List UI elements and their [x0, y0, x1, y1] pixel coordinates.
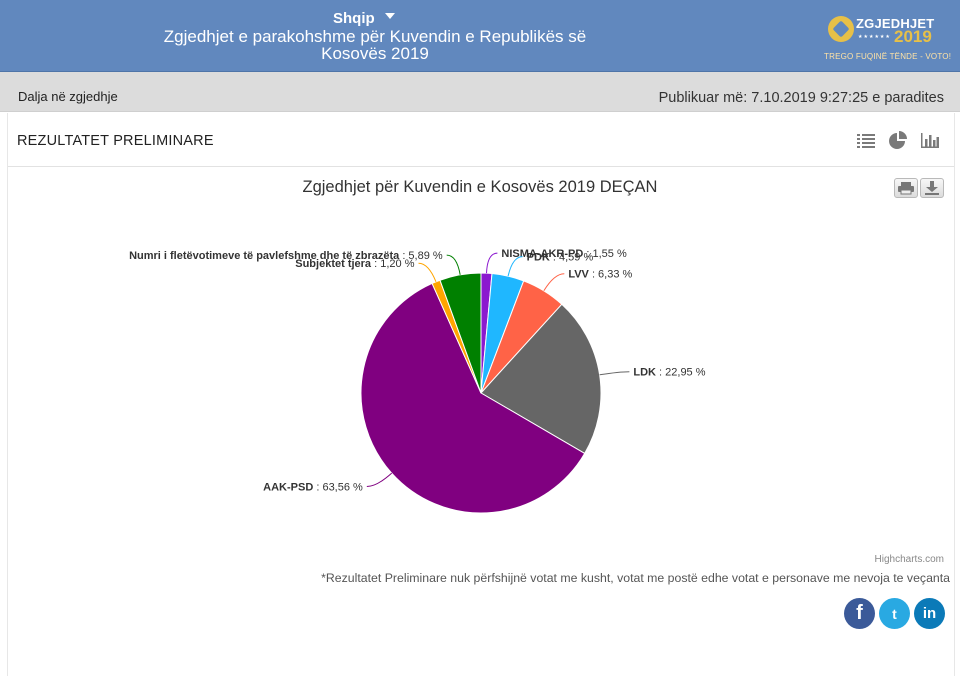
page-title: Zgjedhjet e parakohshme për Kuvendin e R…: [125, 28, 625, 62]
logo-slogan: TREGO FUQINË TËNDE - VOTO!: [824, 52, 952, 61]
emblem-icon: [828, 16, 854, 42]
panel-border-right: [954, 113, 955, 676]
page-title-line2: Kosovës 2019: [321, 44, 429, 63]
pie-label-name-6: Numri i fletëvotimeve të pavlefshme dhe …: [129, 250, 400, 262]
pie-label-value-1: : 4,59 %: [550, 252, 594, 264]
pie-label-name-2: LVV: [568, 269, 589, 281]
pie-label-value-0: : 1,55 %: [583, 248, 627, 260]
download-icon: [925, 181, 939, 195]
highcharts-credits[interactable]: Highcharts.com: [874, 554, 944, 565]
view-switcher: [856, 131, 940, 149]
list-icon[interactable]: [856, 131, 876, 149]
print-button[interactable]: [894, 178, 918, 198]
social-share: f t in: [844, 598, 945, 629]
pie-label-name-4: AAK-PSD: [263, 482, 313, 494]
pie-connector-2: [543, 273, 565, 292]
pie-connector-0: [486, 252, 498, 274]
pie-label-name-0: NISMA-AKR-PD: [501, 248, 583, 260]
pie-label-value-4: : 63,56 %: [313, 482, 363, 494]
header: Shqip Zgjedhjet e parakohshme për Kuvend…: [0, 0, 960, 72]
pie-label-name-5: Subjektet tjera: [295, 258, 372, 270]
pie-chart-icon[interactable]: [888, 131, 908, 149]
twitter-icon[interactable]: t: [879, 598, 910, 629]
pie-label-value-6: : 5,89 %: [399, 250, 443, 262]
chart-title: Zgjedhjet për Kuvendin e Kosovës 2019 DE…: [302, 178, 658, 196]
facebook-icon[interactable]: f: [844, 598, 875, 629]
language-selector[interactable]: Shqip: [333, 10, 395, 27]
pie-connector-1: [507, 256, 523, 277]
panel-title: REZULTATET PRELIMINARE: [17, 133, 214, 149]
page-title-line1: Zgjedhjet e parakohshme për Kuvendin e R…: [163, 27, 587, 46]
pie-label-1: PDK : 4,59 %: [527, 252, 594, 264]
logo-word: ZGJEDHJET: [856, 16, 935, 31]
pie-connector-4: [366, 472, 393, 488]
chevron-down-icon: [384, 12, 395, 19]
panel-border-left: [7, 113, 8, 676]
footnote: *Rezultatet Preliminare nuk përfshijnë v…: [321, 571, 950, 585]
pie-label-name-1: PDK: [527, 252, 550, 264]
pie-label-value-2: : 6,33 %: [589, 269, 633, 281]
pie-label-2: LVV : 6,33 %: [568, 269, 632, 281]
pie-label-6: Numri i fletëvotimeve të pavlefshme dhe …: [129, 250, 443, 262]
bar-chart-icon[interactable]: [920, 131, 940, 149]
pie-connector-3: [599, 371, 630, 376]
pie-slice-6[interactable]: [439, 272, 482, 394]
pie-label-5: Subjektet tjera : 1,20 %: [295, 258, 414, 270]
published-timestamp: Publikuar më: 7.10.2019 9:27:25 e paradi…: [658, 90, 944, 106]
pie-slice-3[interactable]: [480, 303, 602, 455]
language-label: Shqip: [333, 10, 375, 27]
pie-label-0: NISMA-AKR-PD : 1,55 %: [501, 248, 627, 260]
stars-icon: ★★★★★★: [858, 34, 891, 40]
pie-connector-6: [446, 254, 461, 275]
print-icon: [898, 182, 914, 195]
pie-label-4: AAK-PSD : 63,56 %: [263, 482, 363, 494]
pie-label-3: LDK : 22,95 %: [633, 367, 705, 379]
pie-label-value-3: : 22,95 %: [656, 367, 706, 379]
turnout-link[interactable]: Dalja në zgjedhje: [18, 89, 118, 104]
sub-bar: Dalja në zgjedhje Publikuar më: 7.10.201…: [0, 72, 960, 112]
linkedin-icon[interactable]: in: [914, 598, 945, 629]
pie-connector-5: [418, 262, 437, 282]
pie-label-name-3: LDK: [633, 367, 656, 379]
election-logo: ZGJEDHJET ★★★★★★ 2019 TREGO FUQINË TËNDE…: [822, 14, 951, 66]
download-button[interactable]: [920, 178, 944, 198]
logo-year: 2019: [894, 27, 932, 46]
panel-header: REZULTATET PRELIMINARE: [8, 113, 954, 167]
pie-label-value-5: : 1,20 %: [371, 258, 415, 270]
